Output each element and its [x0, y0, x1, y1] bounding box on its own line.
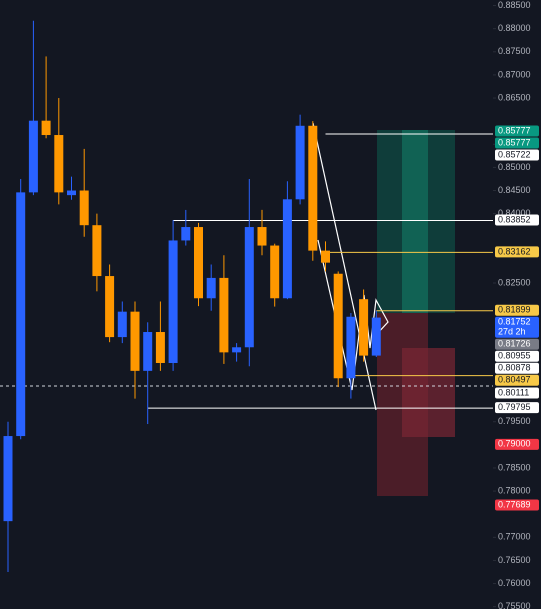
- price-tag: [495, 387, 539, 399]
- y-tick-label: 0.82500: [498, 277, 531, 287]
- y-tick-label: 0.76000: [498, 578, 531, 588]
- price-tag-label: 0.85722: [498, 149, 531, 159]
- price-tag-label: 0.83852: [498, 214, 531, 224]
- y-tick-label: 0.87000: [498, 69, 531, 79]
- price-tag: [495, 362, 539, 374]
- y-tick-label: 0.78500: [498, 462, 531, 472]
- candle-body: [54, 135, 64, 193]
- candle-body: [105, 276, 115, 338]
- y-tick-label: 0.86500: [498, 92, 531, 102]
- price-tag: [495, 246, 539, 258]
- candle-body: [321, 250, 330, 263]
- candle-body: [308, 125, 318, 251]
- candle-body: [3, 436, 13, 522]
- price-tag-label: 0.83162: [498, 246, 531, 256]
- y-tick-label: 0.79500: [498, 416, 531, 426]
- pattern-line: [317, 239, 389, 391]
- candle-body: [181, 227, 191, 241]
- candle-body: [67, 190, 76, 196]
- price-tag: [495, 149, 539, 161]
- y-tick-label: 0.88500: [498, 0, 531, 10]
- candle-body: [244, 227, 254, 348]
- candle-body: [257, 227, 267, 246]
- pattern-drawing: [312, 122, 389, 411]
- y-tick-label: 0.88000: [498, 23, 531, 33]
- candle-body: [41, 120, 51, 136]
- y-tick-label: 0.76500: [498, 555, 531, 565]
- price-tag: [495, 499, 539, 511]
- candle-body: [194, 227, 203, 299]
- candle-body: [295, 125, 305, 200]
- y-tick-label: 0.84000: [498, 208, 531, 218]
- profit-zone-inner: [402, 130, 428, 313]
- loss-zone-inner: [402, 348, 455, 437]
- price-tag: [495, 438, 539, 450]
- price-tag: [495, 137, 539, 149]
- price-tag: [495, 402, 539, 414]
- candle-body: [155, 332, 165, 363]
- price-tag-label: 0.80497: [498, 375, 531, 385]
- price-tag-label: 0.77689: [498, 499, 531, 509]
- price-tag: [495, 350, 539, 362]
- y-tick-label: 0.87500: [498, 46, 531, 56]
- price-tag-label: 0.80878: [498, 363, 531, 373]
- y-tick-label: 0.78000: [498, 485, 531, 495]
- price-tag: [495, 214, 539, 226]
- price-tag: [495, 338, 539, 350]
- price-tag: [495, 304, 539, 316]
- y-tick-label: 0.85000: [498, 162, 531, 172]
- candle-body: [28, 120, 38, 193]
- price-tag: [495, 125, 539, 137]
- y-tick-label: 0.84500: [498, 185, 531, 195]
- trend-line: [312, 122, 377, 411]
- price-tag: [495, 316, 539, 338]
- price-tag-sublabel: 27d 2h: [498, 327, 526, 337]
- candle-body: [333, 273, 343, 379]
- candle-body: [92, 225, 102, 277]
- y-tick-label: 0.77000: [498, 532, 531, 542]
- candle-body: [168, 240, 178, 363]
- price-tag-label: 0.81752: [498, 317, 531, 327]
- candle-body: [143, 332, 153, 371]
- candle-body: [79, 190, 89, 226]
- candle-body: [371, 317, 381, 356]
- candle-body: [219, 277, 229, 353]
- candle-body: [282, 199, 292, 299]
- position-tool: [377, 130, 455, 496]
- candle-body: [117, 311, 127, 338]
- candle-body: [346, 316, 356, 379]
- candle-body: [270, 245, 280, 299]
- price-tag-label: 0.80955: [498, 351, 531, 361]
- candle-body: [130, 311, 140, 371]
- price-tag-label: 0.85777: [498, 137, 531, 147]
- price-tag-label: 0.79000: [498, 439, 531, 449]
- price-tag-label: 0.81899: [498, 305, 531, 315]
- y-tick-label: 0.75500: [498, 601, 531, 609]
- candle-body: [206, 277, 216, 299]
- price-tag-label: 0.81726: [498, 339, 531, 349]
- price-tag-label: 0.85777: [498, 125, 531, 135]
- candle-body: [359, 299, 369, 356]
- candle-body: [232, 347, 242, 353]
- price-tag-label: 0.80111: [498, 387, 529, 397]
- price-tag-label: 0.79795: [498, 402, 531, 412]
- candle-body: [16, 192, 26, 437]
- price-tag: [495, 374, 539, 386]
